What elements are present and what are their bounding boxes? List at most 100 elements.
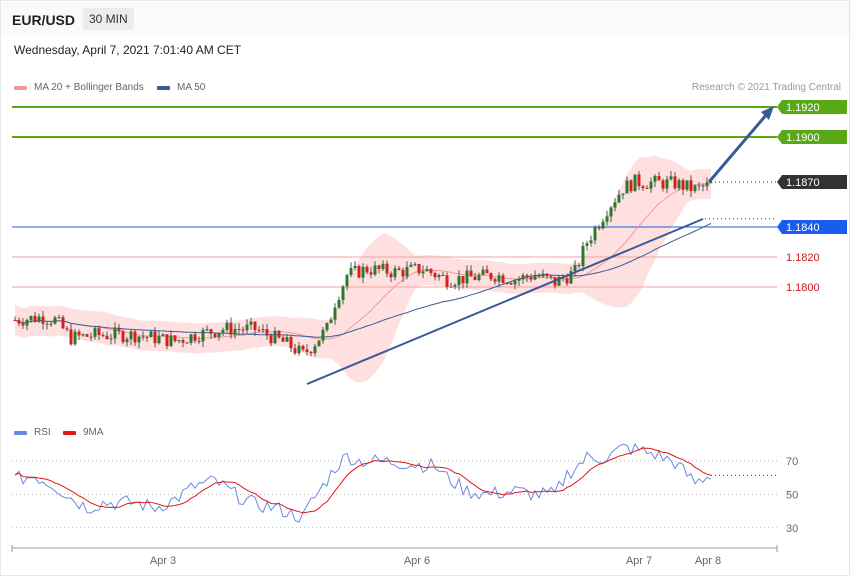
- candle: [333, 303, 337, 325]
- candle-body: [541, 273, 545, 277]
- candle: [645, 185, 649, 190]
- candle: [493, 277, 497, 285]
- ma50-line: [14, 222, 712, 338]
- candle: [673, 172, 677, 191]
- legend-rsi-label: RSI: [34, 427, 51, 438]
- price-tag-1.1840: 1.1840: [786, 222, 820, 234]
- candle: [17, 317, 21, 327]
- candle: [297, 342, 301, 356]
- candle-body: [13, 320, 17, 321]
- candle: [585, 240, 589, 251]
- candle: [409, 262, 413, 268]
- candle-body: [425, 269, 429, 272]
- candle-body: [161, 334, 165, 337]
- candle: [153, 327, 157, 348]
- candle-body: [341, 286, 345, 301]
- candle: [261, 324, 265, 334]
- candle: [357, 264, 361, 279]
- candle: [637, 171, 641, 190]
- candle: [505, 282, 509, 286]
- candle-body: [453, 285, 457, 287]
- price-tag-1.1920: 1.1920: [786, 102, 820, 114]
- candle: [45, 321, 49, 330]
- candle-body: [353, 265, 357, 268]
- candle: [369, 266, 373, 279]
- candle-body: [385, 263, 389, 274]
- candle-body: [177, 339, 181, 342]
- timeframe-badge[interactable]: 30 MIN: [83, 8, 134, 30]
- rsi-level-label-50: 50: [786, 489, 798, 501]
- legend-ma20-label: MA 20 + Bollinger Bands: [34, 82, 144, 93]
- candle-body: [649, 181, 653, 189]
- candle: [225, 319, 229, 333]
- candle: [441, 272, 445, 276]
- candle: [581, 241, 585, 272]
- candle: [473, 272, 477, 281]
- candle-body: [597, 227, 601, 229]
- candle: [213, 333, 217, 339]
- candle-body: [213, 333, 217, 337]
- candle: [589, 235, 593, 247]
- price-tag-1.1900: 1.1900: [786, 132, 820, 144]
- candle: [541, 269, 545, 278]
- candle: [313, 343, 317, 357]
- candle-body: [669, 176, 673, 180]
- candle: [321, 327, 325, 344]
- candle: [265, 323, 269, 340]
- candle-body: [125, 339, 129, 343]
- candle-body: [393, 268, 397, 278]
- candle-body: [133, 331, 137, 343]
- candle: [337, 296, 341, 310]
- candle-body: [505, 282, 509, 284]
- candle: [457, 270, 461, 291]
- candle-body: [445, 275, 449, 287]
- candle: [429, 268, 433, 276]
- candle: [417, 263, 421, 276]
- candle-body: [65, 328, 69, 330]
- candle-body: [29, 315, 33, 321]
- candle-body: [377, 265, 381, 270]
- candle-body: [605, 216, 609, 222]
- candle-body: [405, 266, 409, 277]
- candle-body: [313, 346, 317, 354]
- legend-9ma-label: 9MA: [83, 427, 104, 438]
- candle-body: [657, 176, 661, 181]
- candle-body: [293, 348, 297, 354]
- candle: [669, 170, 673, 181]
- candle: [521, 272, 525, 284]
- candle: [545, 273, 549, 279]
- candle-body: [245, 324, 249, 331]
- candle-body: [345, 275, 349, 287]
- candle: [81, 333, 85, 337]
- legend-ma50-swatch: [157, 85, 170, 90]
- candle: [269, 333, 273, 347]
- candle-body: [321, 329, 325, 341]
- candle: [677, 178, 681, 191]
- candle: [257, 325, 261, 333]
- legend-ma20-swatch: [14, 85, 27, 90]
- candle: [621, 193, 625, 200]
- candle-body: [629, 180, 633, 192]
- price-tags: 1.1920 1.1900 1.1870 1.1840 1.1820 1.1800: [777, 100, 847, 294]
- candle: [273, 327, 277, 345]
- legend-9ma-swatch: [63, 430, 76, 435]
- candle: [569, 266, 573, 284]
- candle: [285, 334, 289, 342]
- candle-body: [589, 240, 593, 244]
- candle-body: [49, 323, 53, 325]
- candle-body: [709, 182, 713, 184]
- candle-body: [529, 277, 533, 280]
- candle-body: [497, 275, 501, 282]
- candle: [485, 265, 489, 274]
- candle: [537, 273, 541, 278]
- candle: [133, 329, 137, 346]
- candle-body: [609, 207, 613, 217]
- candle: [573, 260, 577, 277]
- candle: [185, 341, 189, 344]
- copyright-label: Research © 2021 Trading Central: [691, 82, 841, 93]
- candle-body: [617, 194, 621, 203]
- candle: [97, 325, 101, 341]
- candle: [181, 338, 185, 348]
- candle: [393, 265, 397, 281]
- price-tag-bg-1.1840: [777, 220, 847, 234]
